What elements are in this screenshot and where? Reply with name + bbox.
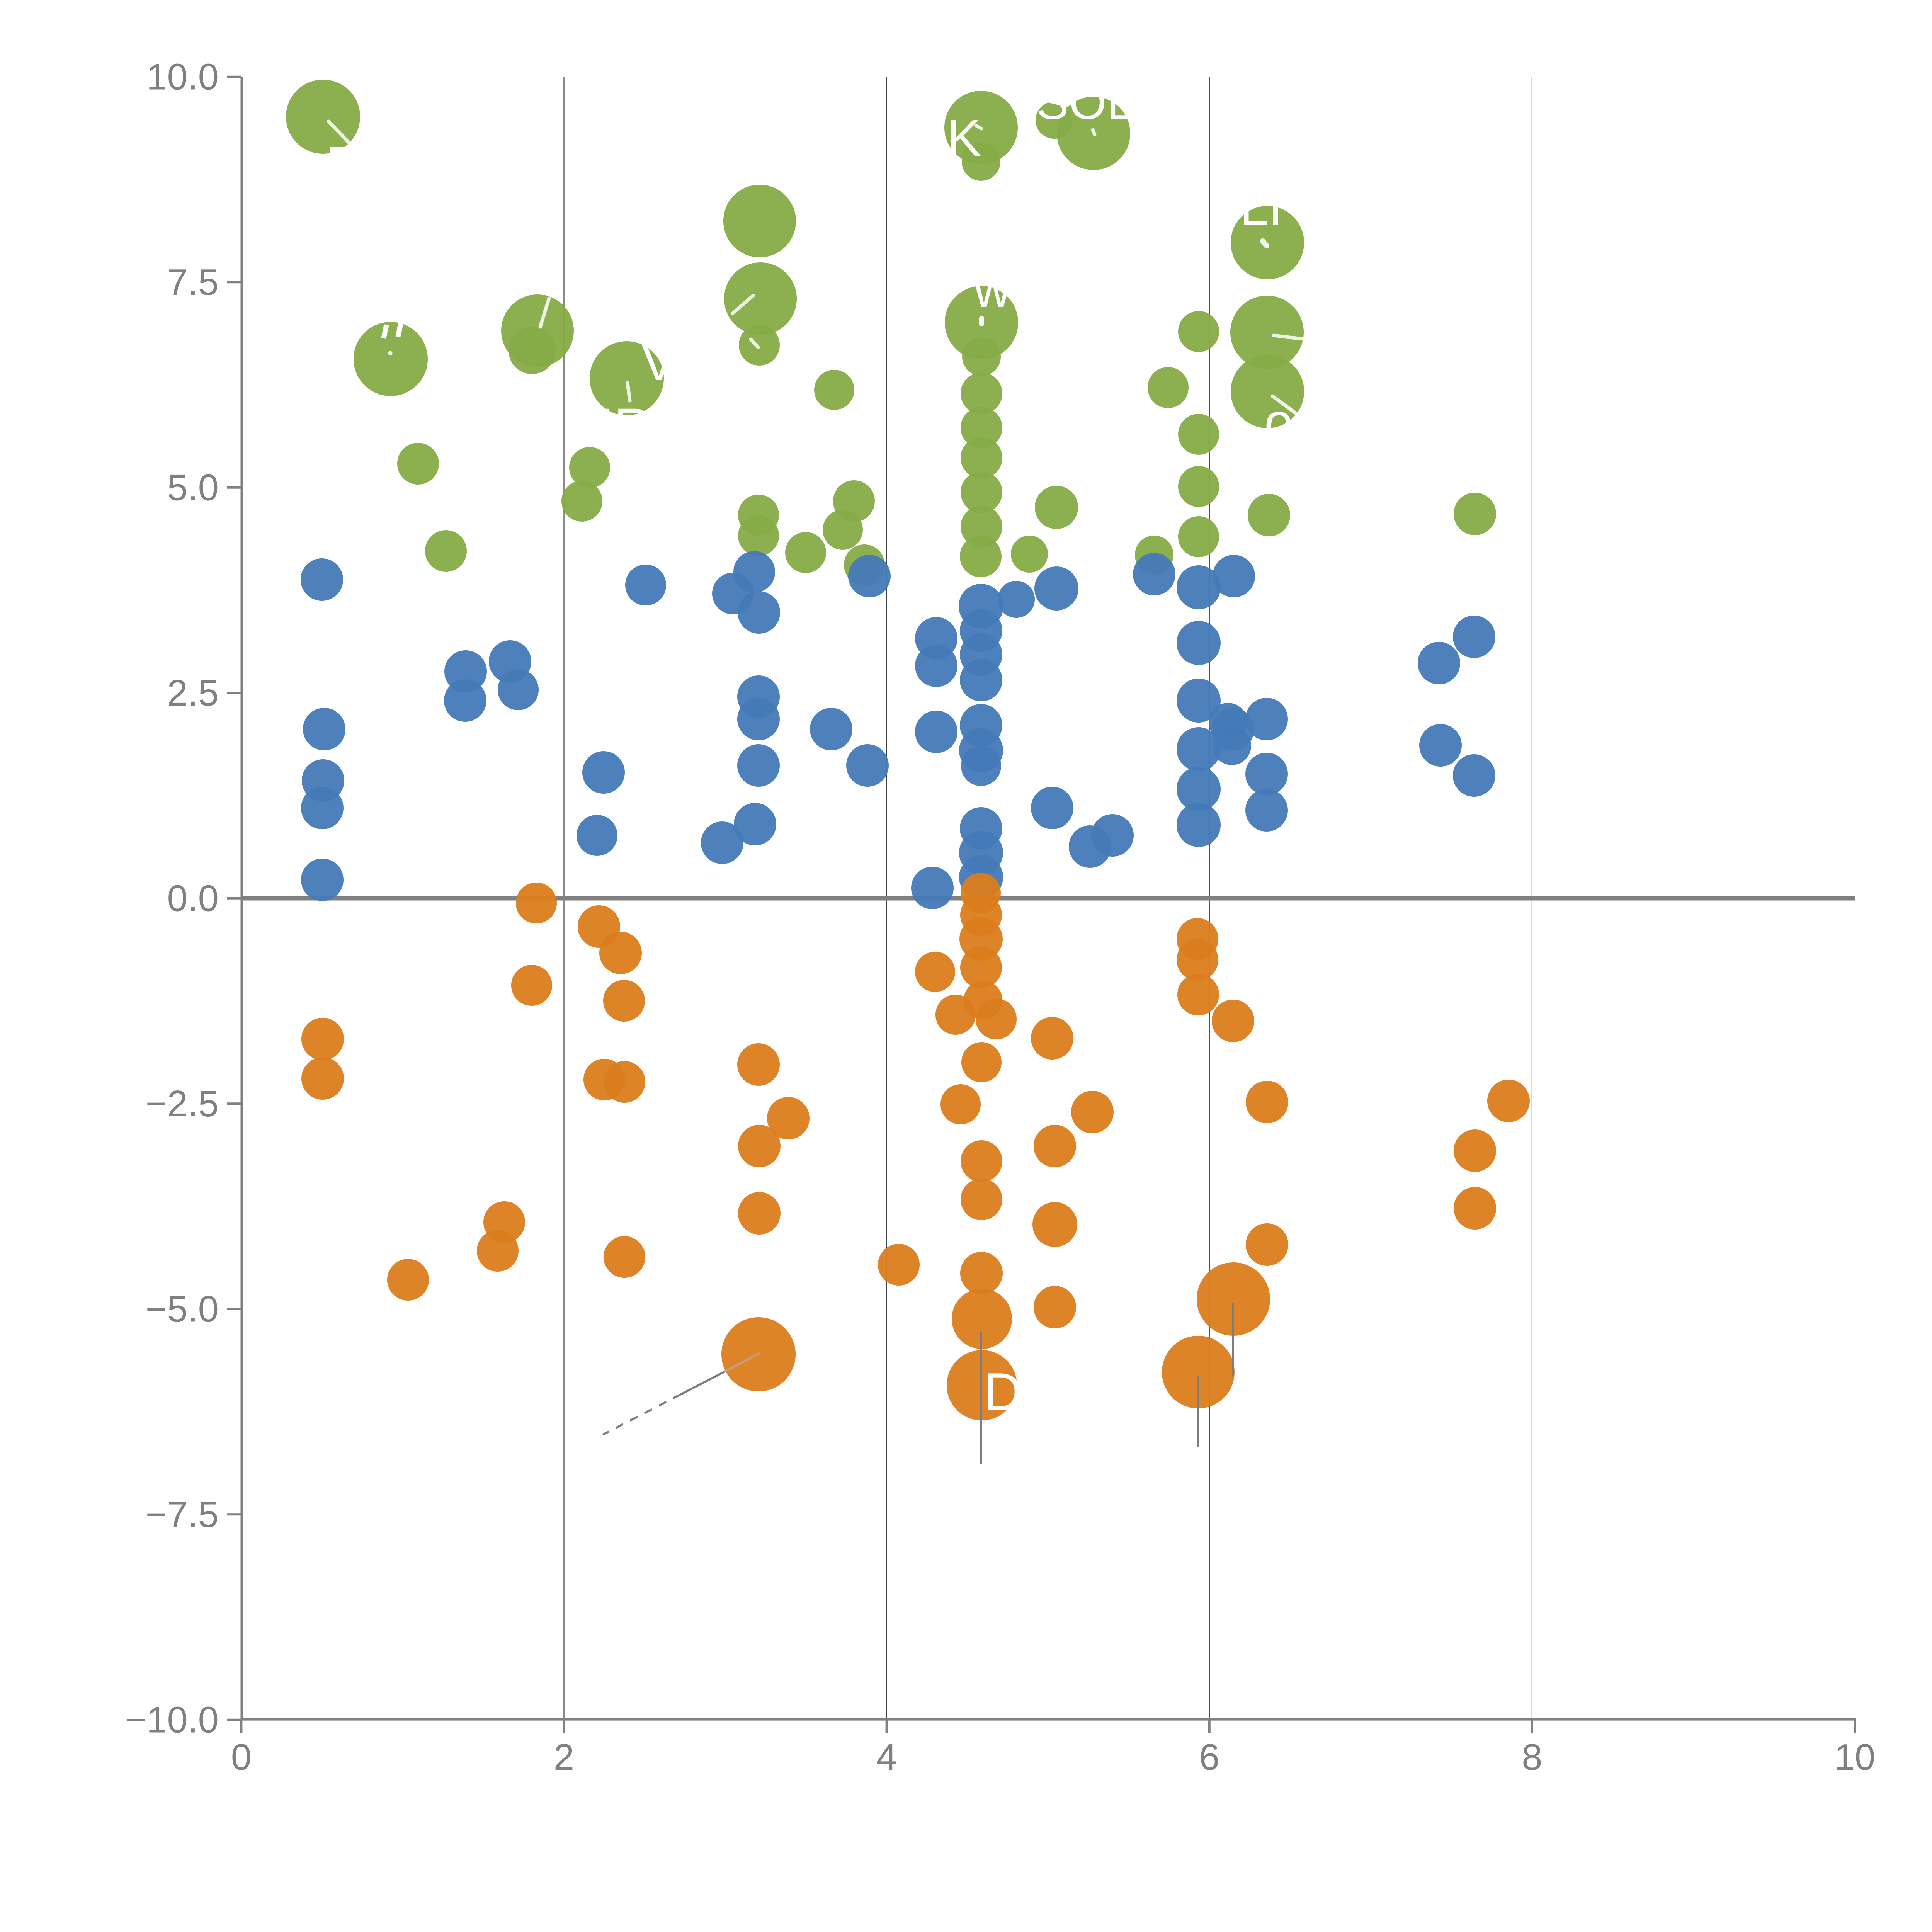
svg-text:0.0: 0.0 (167, 878, 219, 919)
svg-text:6: 6 (1199, 1736, 1219, 1778)
svg-text:K: K (947, 109, 981, 167)
svg-text:−10.0: −10.0 (125, 1699, 219, 1741)
svg-text:8: 8 (1522, 1736, 1542, 1778)
svg-text:SOL: SOL (1036, 75, 1134, 129)
svg-text:w: w (973, 260, 1012, 318)
svg-text:V: V (641, 334, 676, 391)
svg-text:10.0: 10.0 (146, 56, 219, 98)
svg-text:0: 0 (231, 1736, 252, 1778)
svg-text:IR: IR (600, 398, 651, 456)
svg-text:−5.0: −5.0 (145, 1289, 219, 1330)
svg-text:10: 10 (1834, 1736, 1876, 1778)
svg-text:5.0: 5.0 (167, 467, 219, 509)
svg-text:−2.5: −2.5 (145, 1083, 219, 1124)
svg-text:2.5: 2.5 (167, 672, 219, 714)
svg-text:D: D (983, 1362, 1022, 1422)
svg-text:o: o (1264, 393, 1293, 451)
svg-text:2: 2 (554, 1736, 574, 1778)
svg-text:LI: LI (1240, 179, 1283, 236)
svg-text:−7.5: −7.5 (145, 1494, 219, 1535)
svg-text:4: 4 (876, 1736, 897, 1778)
svg-text:7.5: 7.5 (167, 262, 219, 303)
